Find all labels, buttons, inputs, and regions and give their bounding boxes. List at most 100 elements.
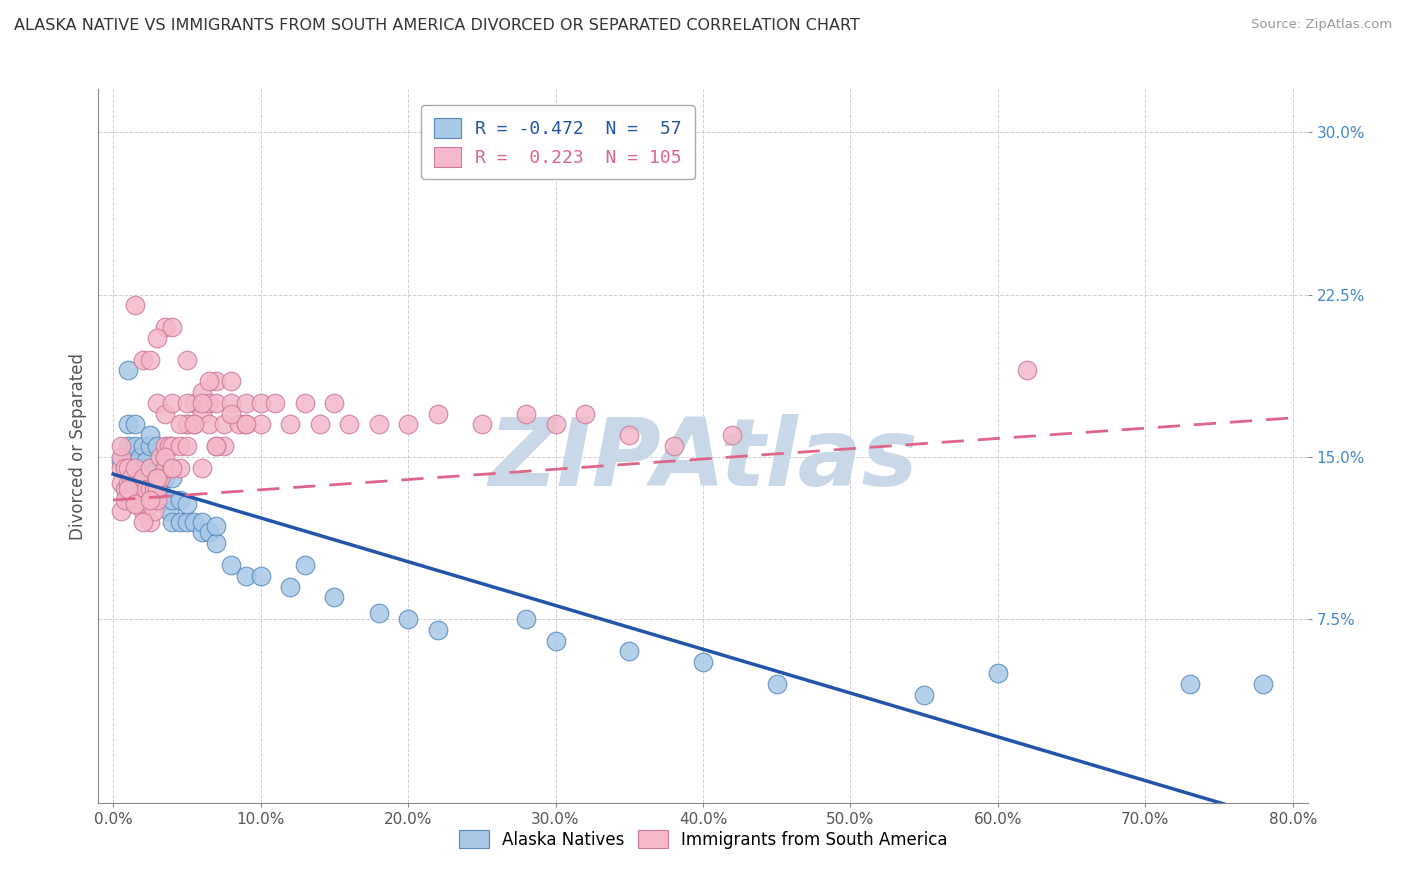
Point [190, 460, 212, 475]
Point [160, 460, 183, 475]
Point [619, 428, 641, 442]
Point [143, 504, 166, 518]
Point [198, 417, 221, 432]
Point [157, 504, 180, 518]
Text: ALASKA NATIVE VS IMMIGRANTS FROM SOUTH AMERICA DIVORCED OR SEPARATED CORRELATION: ALASKA NATIVE VS IMMIGRANTS FROM SOUTH A… [14, 18, 860, 33]
Point [128, 475, 150, 490]
Point [117, 460, 139, 475]
Point [149, 471, 172, 485]
Point [190, 384, 212, 399]
Point [294, 396, 316, 410]
Point [117, 439, 139, 453]
Point [176, 439, 198, 453]
Point [249, 568, 271, 582]
Point [219, 374, 242, 388]
Point [544, 417, 567, 432]
Point [153, 493, 176, 508]
Text: Source: ZipAtlas.com: Source: ZipAtlas.com [1251, 18, 1392, 31]
Point [1178, 677, 1201, 691]
Point [124, 417, 146, 432]
Point [139, 482, 162, 496]
Point [146, 331, 169, 345]
Point [219, 407, 242, 421]
Legend: Alaska Natives, Immigrants from South America: Alaska Natives, Immigrants from South Am… [449, 820, 957, 859]
Point [183, 396, 205, 410]
Point [190, 515, 212, 529]
Point [153, 439, 176, 453]
Point [160, 471, 183, 485]
Point [143, 493, 166, 508]
Point [160, 439, 183, 453]
Point [515, 407, 537, 421]
Point [139, 493, 162, 508]
Point [235, 396, 257, 410]
Point [139, 460, 162, 475]
Point [131, 515, 153, 529]
Point [110, 439, 132, 453]
Point [721, 428, 744, 442]
Point [120, 471, 142, 485]
Point [153, 450, 176, 464]
Point [235, 568, 257, 582]
Point [124, 439, 146, 453]
Point [160, 460, 183, 475]
Point [198, 525, 221, 540]
Point [131, 471, 153, 485]
Point [765, 677, 787, 691]
Point [212, 417, 235, 432]
Point [131, 471, 153, 485]
Point [114, 460, 136, 475]
Point [183, 515, 205, 529]
Point [176, 417, 198, 432]
Point [1017, 363, 1039, 377]
Point [139, 515, 162, 529]
Point [205, 439, 228, 453]
Point [912, 688, 935, 702]
Point [205, 536, 228, 550]
Point [264, 396, 287, 410]
Point [114, 460, 136, 475]
Point [544, 633, 567, 648]
Point [323, 591, 346, 605]
Point [176, 352, 198, 367]
Point [114, 482, 136, 496]
Point [131, 460, 153, 475]
Point [124, 497, 146, 511]
Point [117, 493, 139, 508]
Point [515, 612, 537, 626]
Point [139, 482, 162, 496]
Point [198, 374, 221, 388]
Point [471, 417, 494, 432]
Y-axis label: Divorced or Separated: Divorced or Separated [69, 352, 87, 540]
Point [235, 417, 257, 432]
Point [183, 417, 205, 432]
Point [662, 439, 685, 453]
Point [228, 417, 250, 432]
Point [146, 471, 169, 485]
Point [205, 519, 228, 533]
Point [169, 493, 191, 508]
Point [294, 558, 316, 572]
Point [426, 623, 449, 637]
Point [692, 655, 714, 669]
Point [176, 515, 198, 529]
Point [176, 497, 198, 511]
Point [190, 407, 212, 421]
Point [131, 439, 153, 453]
Point [110, 504, 132, 518]
Point [128, 493, 150, 508]
Point [128, 450, 150, 464]
Point [190, 396, 212, 410]
Point [426, 407, 449, 421]
Point [160, 515, 183, 529]
Point [110, 475, 132, 490]
Point [117, 417, 139, 432]
Point [131, 504, 153, 518]
Point [169, 439, 191, 453]
Point [190, 525, 212, 540]
Point [278, 580, 301, 594]
Point [146, 396, 169, 410]
Point [176, 417, 198, 432]
Point [139, 460, 162, 475]
Point [135, 454, 157, 468]
